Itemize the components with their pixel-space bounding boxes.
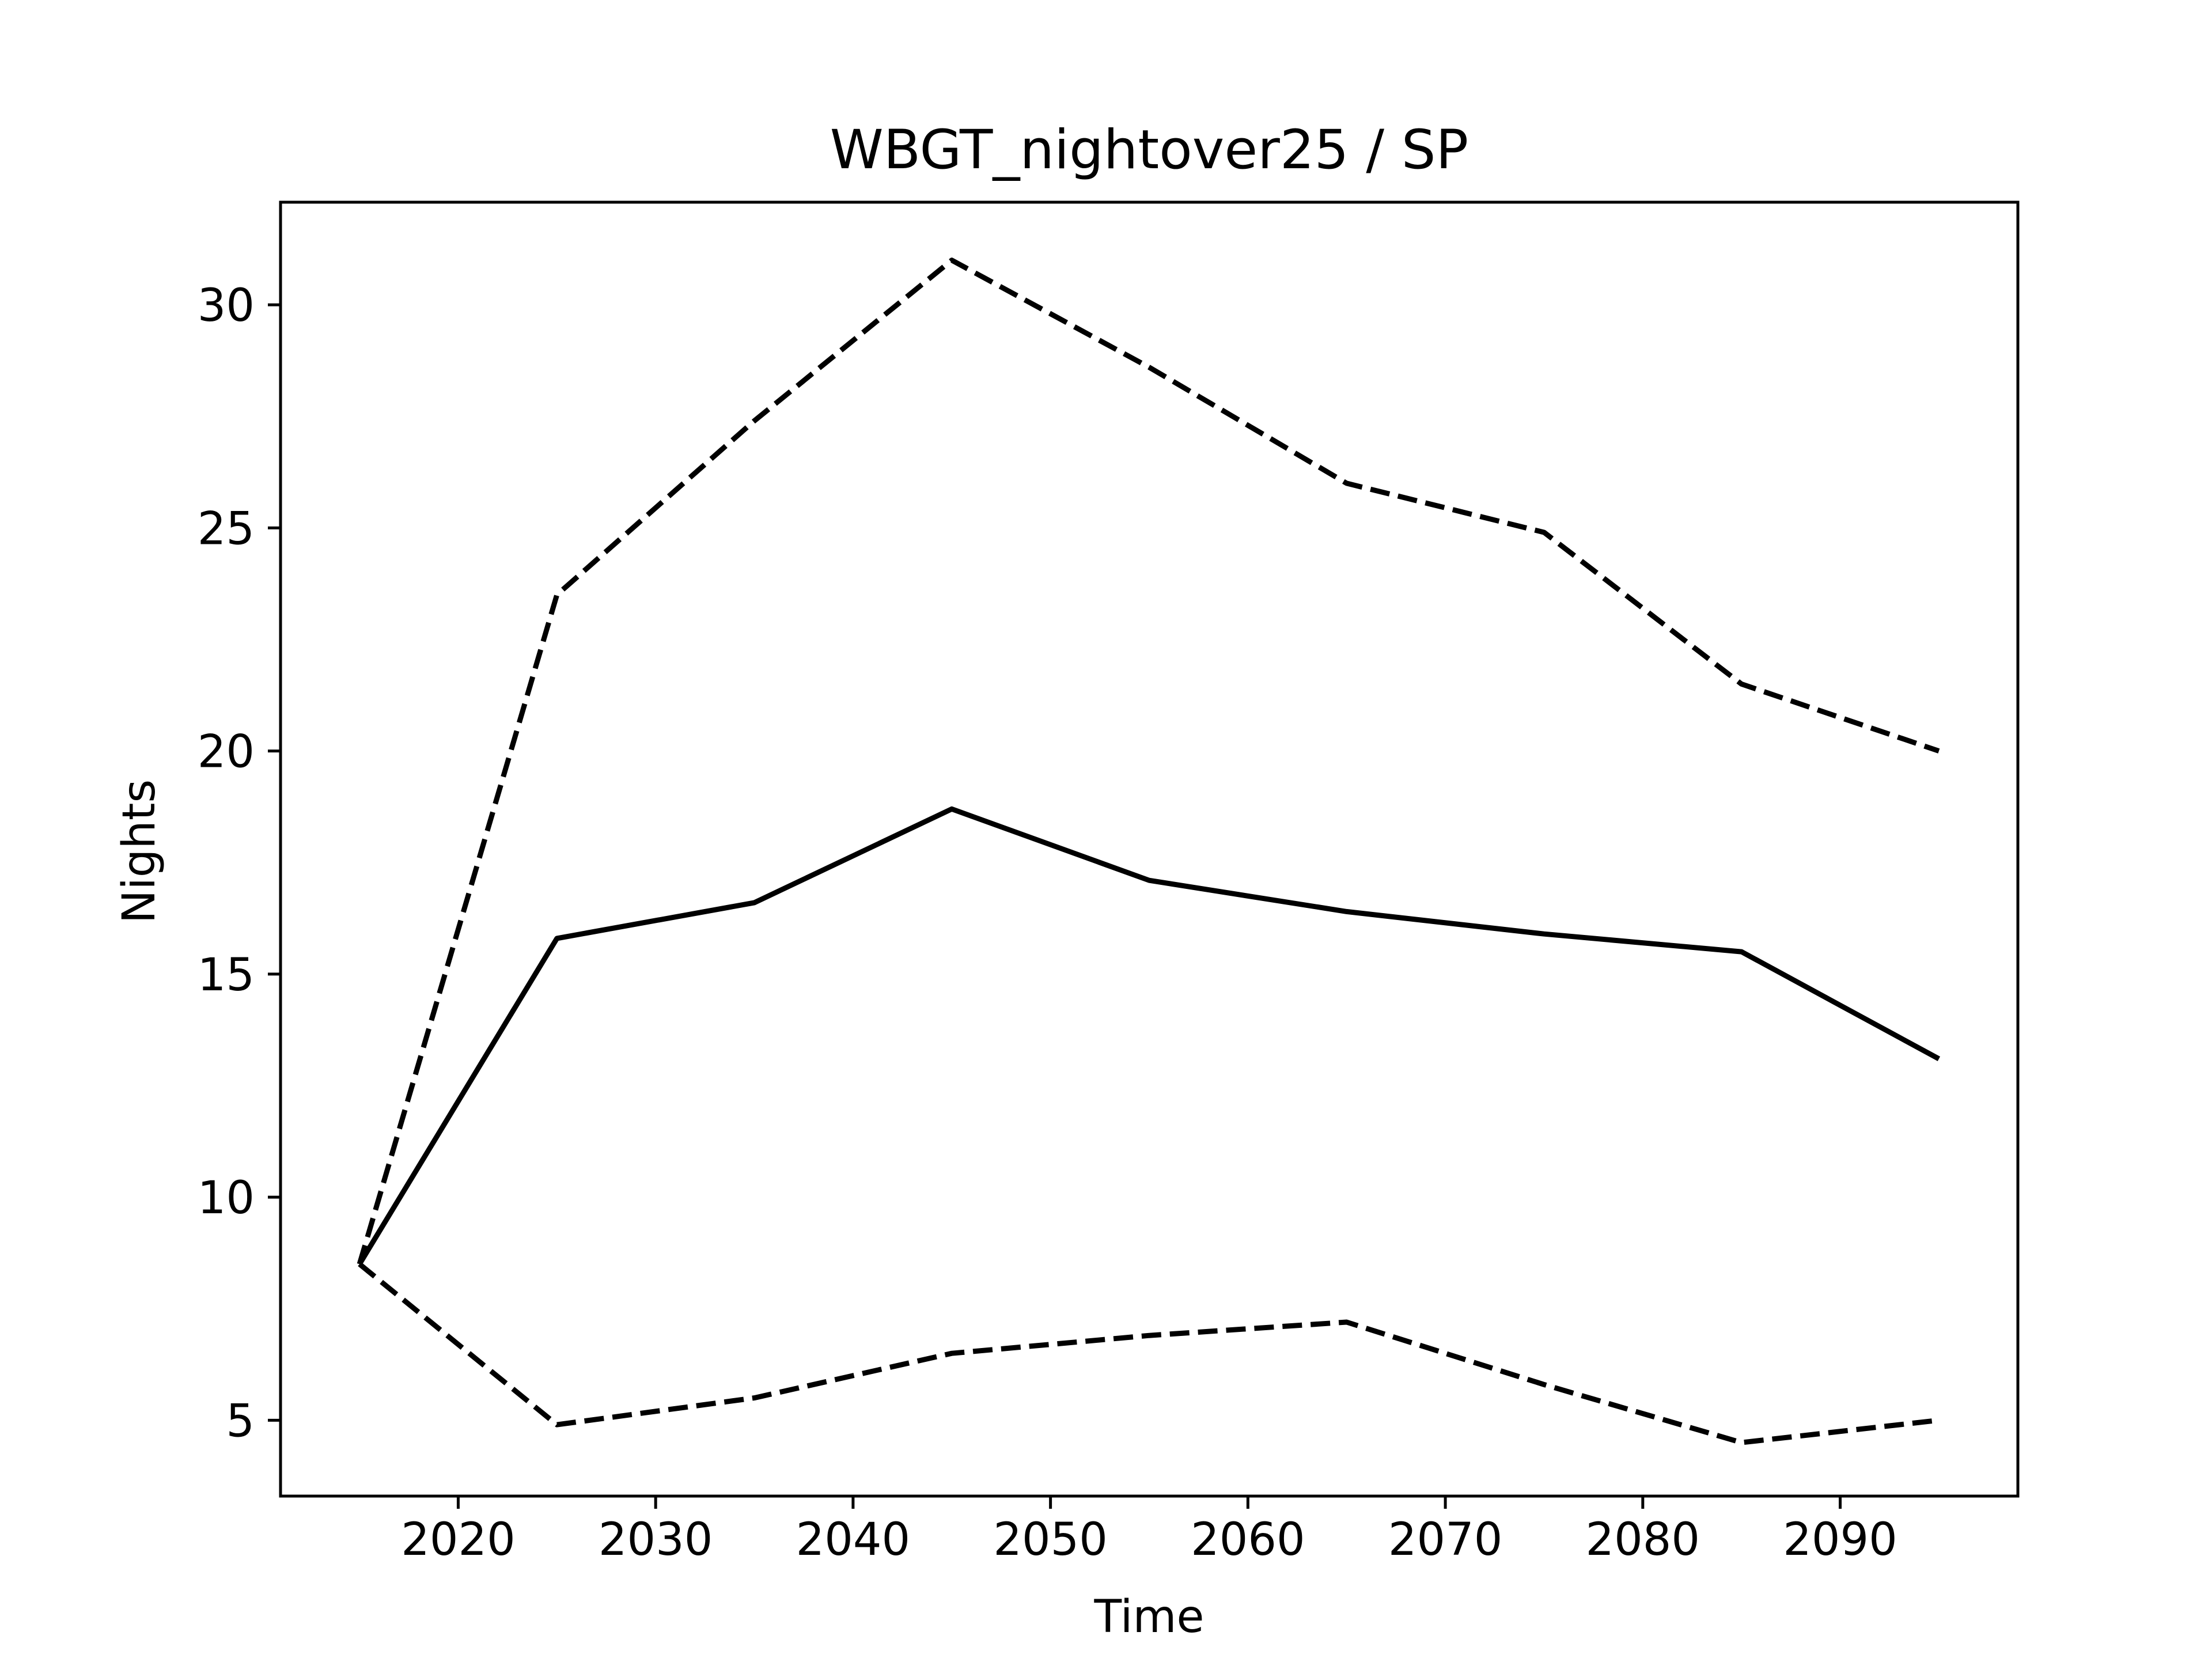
series-line-3 [358,1262,1940,1445]
y-tick-label: 5 [226,1395,255,1447]
x-tick-label: 2070 [1388,1514,1503,1566]
y-tick-label: 25 [198,503,255,555]
y-tick-label: 10 [198,1172,255,1224]
chart-title: WBGT_nightover25 / SP [830,119,1469,181]
x-tick-label: 2040 [796,1514,911,1566]
y-tick-label: 20 [198,726,255,778]
x-tick-label: 2090 [1783,1514,1897,1566]
y-tick-label: 30 [198,280,255,332]
x-axis-label: Time [1094,1591,1205,1643]
x-tick-label: 2080 [1586,1514,1700,1566]
x-tick-label: 2060 [1191,1514,1305,1566]
plot-area: 2020 2030 2040 2050 2060 2070 2080 2090 5 10 15 20 2… [198,200,2020,1566]
plot-frame [279,200,2020,1498]
x-tick-label: 2020 [401,1514,516,1566]
y-axis-label: Nights [113,779,165,923]
series-line-2 [357,258,1940,1265]
x-tick-label: 2050 [993,1514,1108,1566]
y-tick-label: 15 [198,949,255,1001]
x-tick-label: 2030 [599,1514,713,1566]
series-line-1 [357,806,1941,1266]
